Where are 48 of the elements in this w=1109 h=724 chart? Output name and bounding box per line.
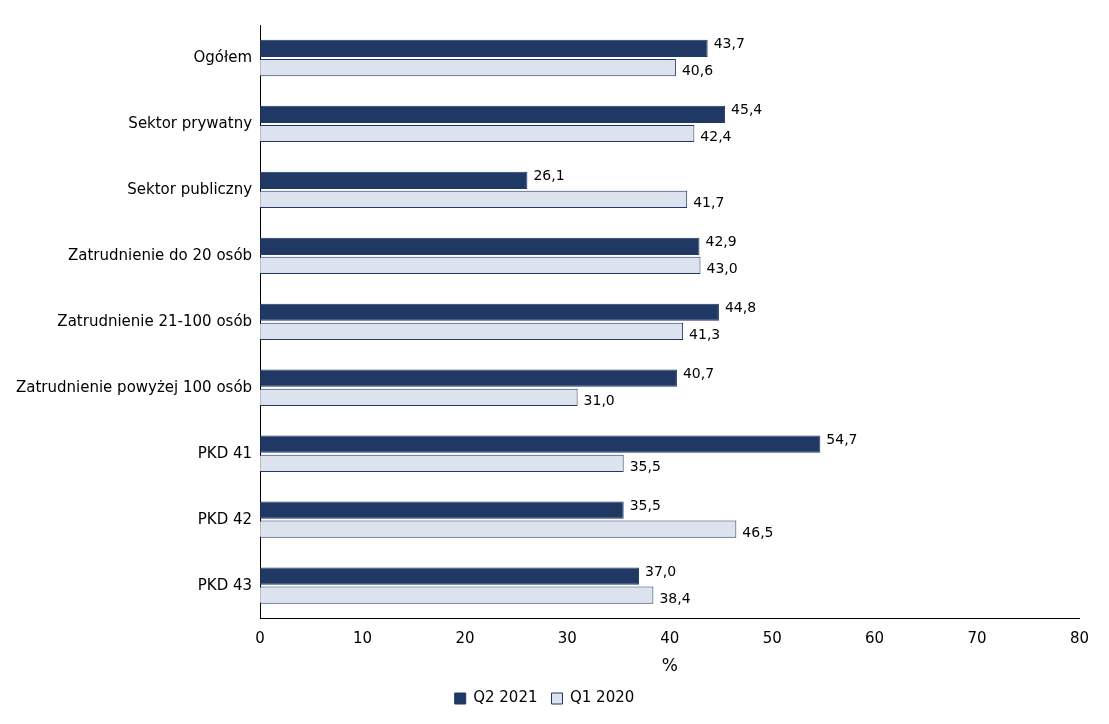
data-label: 37,0 [645,562,677,579]
y-tick-label: PKD 42 [197,509,253,528]
y-tick-label: Zatrudnienie do 20 osób [67,245,253,264]
x-tick-label: 40 [660,629,680,648]
bar [260,567,640,585]
x-tick-label: 30 [557,629,577,648]
data-label: 46,5 [742,523,774,540]
bar [260,303,719,321]
bar [260,435,821,453]
data-label: 42,9 [705,232,737,249]
x-tick-label: 20 [455,629,475,648]
data-label: 31,0 [583,391,615,408]
data-label: 35,5 [629,496,661,513]
y-tick-label: Ogółem [193,47,253,66]
x-tick-label: 10 [352,629,373,648]
x-tick-label: 50 [762,629,782,648]
bar [260,501,624,519]
data-label: 26,1 [533,166,565,183]
x-tick-label: 80 [1069,629,1089,648]
data-label: 38,4 [659,589,691,606]
y-tick-label: Zatrudnienie powyżej 100 osób [16,377,253,396]
x-tick-label: 0 [255,629,265,648]
data-label: 40,6 [681,62,714,79]
data-label: 54,7 [826,430,858,447]
data-label: 41,3 [689,326,721,342]
data-label: 40,7 [682,364,715,381]
bar [260,237,700,255]
x-tick-label: 60 [865,629,885,648]
x-axis-title: % [661,655,678,676]
data-label: 43,7 [713,35,745,52]
y-tick-label: Zatrudnienie 21-100 osób [57,311,253,330]
data-label: 35,5 [629,457,661,474]
legend-label: Q1 2020 [570,688,635,707]
data-label: 42,4 [700,128,732,145]
y-tick-label: PKD 41 [197,443,253,462]
bar [260,171,528,189]
y-tick-label: Sektor prywatny [128,113,253,132]
bar [260,369,677,387]
x-tick-label: 70 [967,629,987,648]
y-tick-label: PKD 43 [197,575,253,594]
data-label: 41,7 [693,194,725,211]
bar [260,105,726,123]
legend-label: Q2 2021 [473,688,538,707]
data-label: 44,8 [724,298,757,315]
data-label: 45,4 [731,101,763,118]
data-label: 43,0 [706,260,738,277]
bar [260,39,708,58]
y-tick-label: Sektor publiczny [127,179,253,198]
